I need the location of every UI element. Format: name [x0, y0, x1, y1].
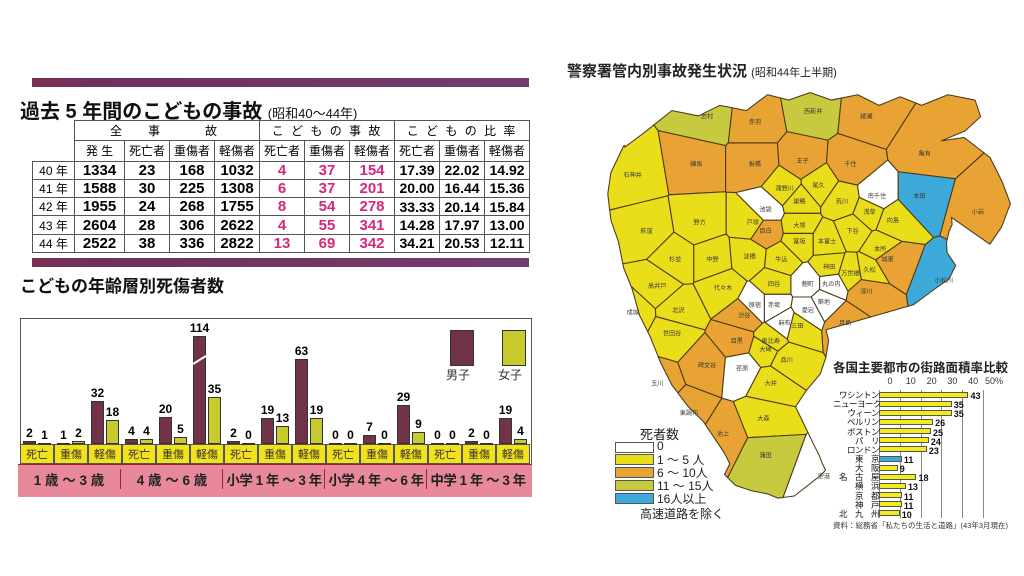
svg-text:南千住: 南千住 — [868, 192, 886, 200]
svg-text:目白: 目白 — [759, 227, 771, 235]
svg-text:三田: 三田 — [791, 323, 803, 330]
svg-text:戸塚: 戸塚 — [747, 218, 759, 226]
svg-text:月島: 月島 — [839, 319, 851, 327]
svg-text:中野: 中野 — [706, 256, 718, 264]
svg-text:赤坂: 赤坂 — [768, 301, 780, 309]
svg-text:成城: 成城 — [627, 308, 639, 316]
svg-text:浅草: 浅草 — [863, 208, 875, 216]
svg-text:池上: 池上 — [717, 430, 729, 438]
svg-text:碑文谷: 碑文谷 — [698, 361, 716, 369]
svg-text:北沢: 北沢 — [672, 306, 684, 314]
svg-text:品川: 品川 — [781, 357, 793, 364]
svg-text:本田: 本田 — [913, 192, 925, 200]
svg-text:愛宕: 愛宕 — [802, 306, 814, 314]
svg-text:綾瀬: 綾瀬 — [860, 113, 872, 121]
svg-text:千住: 千住 — [844, 160, 856, 168]
svg-text:本富士: 本富士 — [818, 238, 836, 246]
svg-text:西新井: 西新井 — [804, 107, 822, 115]
svg-text:代々木: 代々木 — [714, 284, 732, 292]
svg-text:恵比寿: 恵比寿 — [762, 337, 780, 345]
svg-text:尾久: 尾久 — [812, 181, 824, 189]
svg-text:東調布: 東調布 — [680, 409, 698, 417]
svg-text:大森: 大森 — [757, 414, 769, 422]
svg-text:池袋: 池袋 — [759, 206, 771, 214]
svg-text:城東: 城東 — [881, 256, 893, 264]
svg-text:大崎: 大崎 — [759, 346, 771, 354]
svg-text:向島: 向島 — [887, 216, 899, 224]
svg-text:石神井: 石神井 — [624, 171, 642, 179]
svg-text:志村: 志村 — [701, 113, 713, 121]
svg-text:丸の内: 丸の内 — [822, 280, 840, 288]
svg-text:万世橋: 万世橋 — [841, 269, 859, 277]
svg-text:淀橋: 淀橋 — [743, 252, 755, 260]
svg-text:世田谷: 世田谷 — [663, 330, 681, 338]
svg-text:高井戸: 高井戸 — [648, 282, 666, 290]
svg-text:麹町: 麹町 — [802, 280, 814, 288]
svg-text:玉川: 玉川 — [651, 380, 663, 387]
svg-text:亀有: 亀有 — [919, 150, 931, 158]
svg-text:久松: 久松 — [863, 266, 875, 274]
svg-text:荏原: 荏原 — [736, 365, 748, 373]
svg-text:王子: 王子 — [796, 158, 808, 165]
svg-text:野方: 野方 — [693, 218, 705, 226]
svg-text:四谷: 四谷 — [768, 280, 780, 288]
svg-text:滝野川: 滝野川 — [775, 185, 793, 193]
svg-text:渋谷: 渋谷 — [738, 312, 750, 320]
svg-text:蒲田: 蒲田 — [759, 451, 771, 459]
svg-text:巣鴨: 巣鴨 — [793, 197, 805, 205]
svg-text:萩窪: 萩窪 — [640, 227, 652, 235]
svg-text:杉並: 杉並 — [669, 256, 681, 264]
svg-text:板橋: 板橋 — [749, 160, 761, 168]
svg-text:築地: 築地 — [818, 298, 830, 306]
svg-text:大塚: 大塚 — [793, 222, 805, 230]
svg-text:深川: 深川 — [860, 287, 872, 295]
svg-text:本所: 本所 — [874, 245, 886, 253]
svg-text:富坂: 富坂 — [793, 238, 805, 246]
svg-text:小松川: 小松川 — [935, 277, 953, 285]
svg-text:赤羽: 赤羽 — [749, 119, 761, 126]
svg-text:神田: 神田 — [823, 263, 835, 271]
svg-text:原宿: 原宿 — [749, 301, 761, 309]
svg-text:小岩: 小岩 — [972, 208, 984, 216]
svg-text:練馬: 練馬 — [690, 160, 702, 168]
svg-text:大井: 大井 — [765, 379, 777, 387]
svg-text:牛込: 牛込 — [775, 256, 787, 264]
svg-text:目黒: 目黒 — [731, 338, 743, 345]
svg-text:荒川: 荒川 — [836, 197, 848, 205]
svg-text:空港: 空港 — [818, 473, 830, 481]
svg-text:下谷: 下谷 — [846, 227, 858, 235]
svg-text:麻布: 麻布 — [778, 319, 790, 327]
